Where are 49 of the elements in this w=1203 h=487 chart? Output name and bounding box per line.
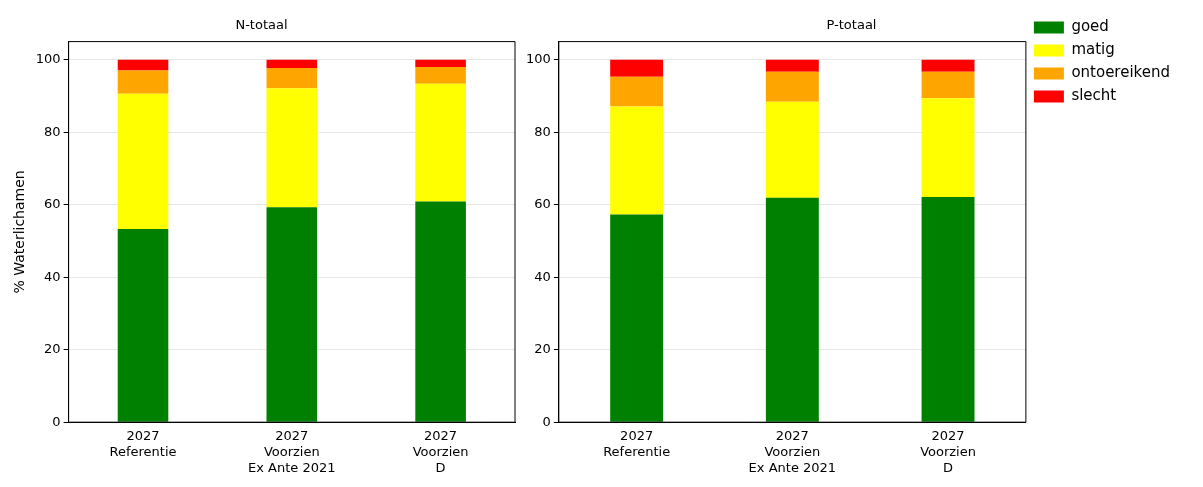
bar (765, 197, 819, 422)
legend-label: ontoereikend (1071, 63, 1171, 82)
y-axis-title: % Waterlichamen (11, 170, 28, 294)
x-tick-label: 2027 Voorzien D (920, 428, 976, 475)
bar (921, 98, 975, 198)
bar (610, 59, 664, 77)
bar (415, 83, 466, 202)
x-tick-label: 2027 Voorzien Ex Ante 2021 (748, 428, 837, 475)
legend-label: slecht (1071, 86, 1117, 105)
bar (610, 106, 664, 215)
y-tick-label: 0 (52, 413, 61, 429)
x-tick-label: 2027 Voorzien Ex Ante 2021 (248, 428, 336, 475)
chart-title: P-totaal (826, 17, 877, 33)
y-tick-label: 100 (525, 51, 551, 67)
chart-title: N-totaal (235, 17, 288, 33)
y-tick-label: 80 (44, 123, 61, 139)
y-tick-label: 100 (35, 51, 61, 67)
bar (415, 66, 466, 84)
bar (266, 68, 318, 89)
legend-label: goed (1071, 17, 1109, 36)
bar (921, 71, 975, 99)
bar (415, 59, 466, 67)
y-tick-label: 60 (44, 196, 61, 212)
bar (610, 76, 664, 107)
x-tick-label: 2027 Referentie (603, 428, 671, 459)
bar (117, 70, 169, 94)
y-tick-label: 80 (534, 123, 551, 139)
y-tick-label: 20 (44, 341, 61, 357)
y-tick-label: 0 (542, 413, 551, 429)
bar (921, 59, 975, 72)
legend-label: matig (1071, 40, 1115, 59)
x-tick-label: 2027 Referentie (109, 428, 177, 459)
bar (765, 59, 819, 72)
bar (117, 93, 169, 229)
bar (266, 88, 318, 208)
bar (765, 71, 819, 102)
y-tick-label: 20 (534, 341, 551, 357)
x-tick-label: 2027 Voorzien D (412, 428, 469, 475)
bar (610, 214, 664, 422)
bar (266, 59, 318, 69)
y-tick-label: 60 (534, 196, 551, 212)
bar (117, 59, 169, 71)
bar (415, 201, 466, 422)
bar (117, 229, 169, 422)
y-tick-label: 40 (534, 268, 551, 284)
bar (765, 101, 819, 198)
bar (266, 207, 318, 422)
bar (921, 197, 975, 422)
y-tick-label: 40 (44, 268, 61, 284)
